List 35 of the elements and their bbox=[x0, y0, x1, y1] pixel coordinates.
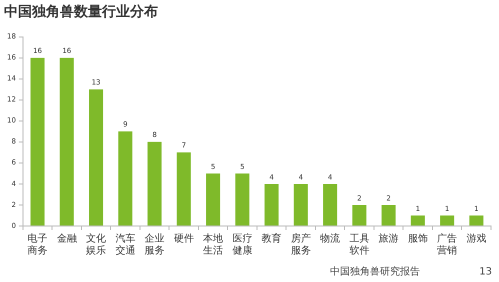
bar bbox=[440, 215, 454, 226]
x-tick-label: 金融 bbox=[56, 232, 77, 245]
x-tick-label: 物流 bbox=[320, 232, 340, 245]
x-tick-label: 游戏 bbox=[466, 232, 486, 245]
text: 中国独角兽研究报告 bbox=[330, 266, 420, 278]
x-tick-label: 医疗健康 bbox=[232, 232, 252, 257]
bar bbox=[148, 142, 162, 226]
x-tick-label: 汽车交通 bbox=[115, 232, 136, 257]
bar bbox=[118, 131, 132, 226]
bar bbox=[294, 184, 308, 226]
x-tick-label: 广告营销 bbox=[437, 232, 458, 257]
x-tick-label: 旅游 bbox=[378, 232, 399, 245]
bar bbox=[206, 173, 220, 226]
bar bbox=[352, 204, 366, 226]
bar bbox=[264, 184, 279, 226]
bar bbox=[60, 58, 74, 226]
x-tick-label: 服饰 bbox=[408, 232, 428, 245]
bar bbox=[235, 173, 250, 226]
x-tick-label: 本地生活 bbox=[203, 232, 224, 257]
chart-title: 中国独角兽数量行业分布 bbox=[4, 4, 158, 20]
bar bbox=[176, 152, 191, 226]
bar bbox=[382, 204, 396, 226]
bar bbox=[89, 89, 104, 226]
x-tick-label: 文化娱乐 bbox=[86, 232, 106, 257]
bar bbox=[323, 184, 338, 226]
text: 13 bbox=[479, 266, 492, 278]
x-tick-label: 工具软件 bbox=[349, 234, 370, 257]
x-tick-label: 企业服务 bbox=[144, 232, 165, 257]
bar bbox=[410, 215, 425, 226]
x-tick-label: 教育 bbox=[262, 232, 282, 245]
bar bbox=[469, 215, 484, 226]
bar bbox=[30, 58, 45, 226]
x-tick-label: 硬件 bbox=[174, 234, 194, 245]
x-tick-label: 房产服务 bbox=[290, 232, 311, 257]
x-tick-label: 电子商务 bbox=[28, 232, 48, 257]
